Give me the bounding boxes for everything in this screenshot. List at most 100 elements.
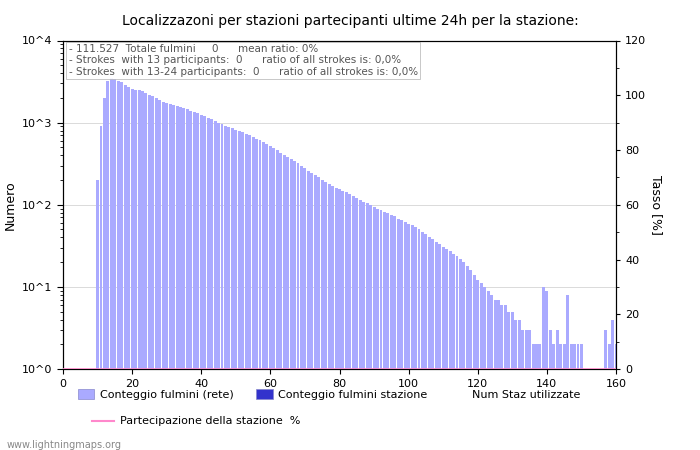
Bar: [618, 369, 621, 450]
Bar: [636, 369, 638, 450]
Bar: [172, 105, 175, 450]
Bar: [645, 344, 649, 450]
Bar: [473, 275, 476, 450]
Bar: [625, 344, 628, 450]
Bar: [421, 232, 424, 450]
Bar: [186, 109, 189, 450]
Bar: [293, 161, 296, 450]
Bar: [359, 200, 362, 450]
Bar: [580, 344, 583, 450]
Bar: [110, 78, 113, 450]
Bar: [224, 126, 227, 450]
Bar: [297, 163, 300, 450]
Bar: [328, 184, 330, 450]
Bar: [525, 330, 528, 450]
Bar: [542, 287, 545, 450]
Bar: [531, 344, 535, 450]
Bar: [169, 104, 172, 450]
Bar: [538, 344, 541, 450]
Bar: [362, 202, 365, 450]
Bar: [113, 79, 116, 450]
Bar: [352, 196, 355, 450]
Legend: Partecipazione della stazione  %: Partecipazione della stazione %: [88, 412, 304, 431]
Bar: [463, 262, 466, 450]
Bar: [234, 130, 237, 450]
Bar: [158, 100, 161, 450]
Bar: [151, 96, 154, 450]
Bar: [604, 330, 607, 450]
Bar: [435, 242, 438, 450]
Bar: [452, 254, 455, 450]
Bar: [103, 98, 106, 450]
Bar: [106, 81, 109, 450]
Bar: [304, 168, 307, 450]
Bar: [199, 115, 203, 450]
Bar: [307, 171, 310, 450]
Bar: [594, 369, 596, 450]
Bar: [141, 91, 144, 450]
Bar: [238, 131, 241, 450]
Bar: [117, 81, 120, 450]
Bar: [583, 369, 587, 450]
Bar: [577, 344, 580, 450]
Bar: [183, 108, 186, 450]
Bar: [494, 300, 496, 450]
Bar: [597, 369, 600, 450]
Bar: [314, 175, 317, 450]
Bar: [622, 344, 624, 450]
Bar: [176, 106, 178, 450]
Bar: [573, 344, 576, 450]
Bar: [428, 237, 430, 450]
Bar: [262, 142, 265, 450]
Bar: [279, 153, 282, 450]
Bar: [486, 291, 489, 450]
Bar: [96, 180, 99, 450]
Bar: [196, 113, 200, 450]
Bar: [349, 194, 351, 450]
Bar: [442, 247, 444, 450]
Bar: [570, 344, 573, 450]
Bar: [99, 126, 102, 450]
Bar: [466, 266, 469, 450]
Bar: [272, 148, 275, 450]
Bar: [608, 344, 610, 450]
Bar: [203, 116, 206, 450]
Bar: [372, 207, 375, 450]
Bar: [286, 157, 289, 450]
Bar: [365, 203, 369, 450]
Bar: [245, 134, 248, 450]
Bar: [324, 182, 327, 450]
Bar: [431, 239, 434, 450]
Bar: [210, 119, 213, 450]
Bar: [514, 320, 517, 450]
Bar: [258, 140, 262, 450]
Bar: [522, 330, 524, 450]
Bar: [251, 137, 255, 450]
Bar: [390, 215, 393, 450]
Bar: [148, 94, 151, 450]
Bar: [587, 369, 590, 450]
Bar: [566, 295, 569, 450]
Bar: [217, 122, 220, 450]
Bar: [386, 213, 389, 450]
Bar: [393, 216, 396, 450]
Bar: [317, 177, 320, 450]
Bar: [642, 369, 645, 450]
Bar: [545, 291, 548, 450]
Bar: [220, 124, 223, 450]
Bar: [179, 107, 182, 450]
Bar: [356, 198, 358, 450]
Bar: [400, 220, 403, 450]
Bar: [206, 117, 209, 450]
Bar: [407, 224, 410, 450]
Bar: [511, 311, 514, 450]
Bar: [456, 256, 458, 450]
Bar: [120, 82, 123, 450]
Bar: [552, 344, 555, 450]
Bar: [500, 305, 503, 450]
Bar: [338, 189, 341, 450]
Bar: [404, 222, 407, 450]
Bar: [321, 180, 323, 450]
Bar: [549, 330, 552, 450]
Bar: [480, 284, 483, 450]
